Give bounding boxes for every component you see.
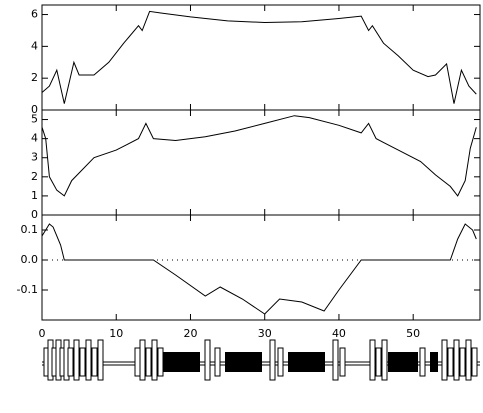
quadrupole: [151, 339, 158, 381]
x-tick-label: 30: [258, 327, 272, 340]
x-tick-label: 0: [39, 327, 46, 340]
quadrupole: [139, 339, 146, 381]
y-tick-label: 1: [31, 189, 38, 202]
panel-frame: [41, 4, 481, 111]
y-tick-label: 4: [31, 39, 38, 52]
y-tick-label: 3: [31, 151, 38, 164]
y-tick-label: 6: [31, 8, 38, 21]
x-tick-label: 10: [109, 327, 123, 340]
x-tick-label: 20: [183, 327, 197, 340]
curve: [41, 10, 477, 104]
quadrupole: [91, 347, 98, 377]
dipole: [225, 352, 262, 372]
y-tick-label: 0: [31, 208, 38, 221]
dipole: [288, 352, 325, 372]
dipole: [163, 352, 200, 372]
quadrupole: [145, 347, 152, 377]
quadrupole: [375, 347, 382, 377]
quadrupole: [214, 347, 221, 377]
quadrupole: [157, 347, 164, 377]
quadrupole: [381, 339, 388, 381]
curve: [41, 115, 477, 197]
quadrupole: [369, 339, 376, 381]
quadrupole: [459, 347, 466, 377]
panel-frame: [41, 214, 481, 321]
quadrupole: [453, 339, 460, 381]
quadrupole: [204, 339, 211, 381]
x-tick-label: 50: [406, 327, 420, 340]
x-tick-label: 40: [332, 327, 346, 340]
curve: [41, 223, 477, 315]
quadrupole: [339, 347, 346, 377]
quadrupole: [447, 347, 454, 377]
quadrupole: [97, 339, 104, 381]
quadrupole: [332, 339, 339, 381]
y-tick-label: -0.1: [17, 283, 38, 296]
y-tick-label: 2: [31, 71, 38, 84]
y-tick-label: 5: [31, 113, 38, 126]
panel-frame: [41, 109, 481, 216]
quadrupole: [277, 347, 284, 377]
y-tick-label: 0.0: [21, 253, 39, 266]
y-tick-label: 2: [31, 170, 38, 183]
quadrupole: [419, 347, 426, 377]
y-tick-label: 0.1: [21, 223, 39, 236]
quadrupole: [85, 339, 92, 381]
quadrupole: [471, 347, 478, 377]
quadrupole: [269, 339, 276, 381]
quadrupole: [67, 347, 74, 377]
quadrupole: [134, 347, 141, 377]
quadrupole: [441, 339, 448, 381]
y-tick-label: 4: [31, 132, 38, 145]
dipole: [430, 352, 438, 372]
quadrupole: [465, 339, 472, 381]
y-tick-label: 0: [31, 103, 38, 116]
quadrupole: [79, 347, 86, 377]
quadrupole: [73, 339, 80, 381]
dipole: [388, 352, 418, 372]
